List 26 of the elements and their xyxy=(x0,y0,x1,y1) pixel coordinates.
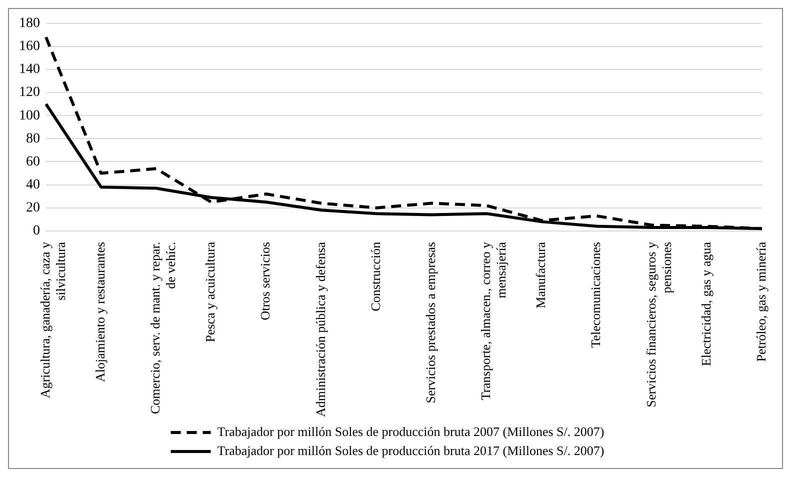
y-tick-label: 60 xyxy=(26,154,40,170)
x-tick-label: Transporte, almacen., correo y mensajería xyxy=(478,241,509,400)
y-tick-label: 0 xyxy=(33,224,40,239)
x-tick-label: Manufactura xyxy=(533,242,548,308)
x-tick-label: Electricidad, gas y agua xyxy=(698,242,714,366)
y-tick-label: 80 xyxy=(26,131,40,146)
x-tick-label: Petróleo, gas y minería xyxy=(753,242,768,362)
y-tick-label: 140 xyxy=(19,62,40,78)
y-tick-label: 160 xyxy=(19,39,40,54)
x-tick-label: Telecomunicaciones xyxy=(588,242,604,348)
x-tick-label: Agricultura, ganadería, caza y silvicultura xyxy=(37,241,68,398)
y-tick-label: 100 xyxy=(19,108,40,124)
y-tick-label: 120 xyxy=(19,85,40,100)
x-tick-label: Pesca y acuicultura xyxy=(202,242,218,342)
legend-label: Trabajador por millón Soles de producción bruta 2017 (Millones S/. 2007) xyxy=(217,442,604,458)
x-tick-label: Servicios financieros, seguros y pensiones xyxy=(643,241,674,408)
y-tick-label: 180 xyxy=(19,16,40,32)
y-tick-label: 40 xyxy=(26,177,40,192)
y-tick-label: 20 xyxy=(26,200,40,216)
x-tick-label: Construcción xyxy=(368,241,383,312)
x-tick-label: Comercio, serv. de mant. y repar. de vehíc. xyxy=(148,242,178,414)
x-tick-label: Servicios prestados a empresas xyxy=(422,242,438,404)
legend-label: Trabajador por millón Soles de producción bruta 2007 (Millones S/. 2007) xyxy=(217,424,604,439)
x-tick-label: Alojamiento y restaurantes xyxy=(92,242,108,382)
x-tick-label: Otros servicios xyxy=(258,242,273,320)
x-tick-label: Administración pública y defensa xyxy=(312,242,328,418)
